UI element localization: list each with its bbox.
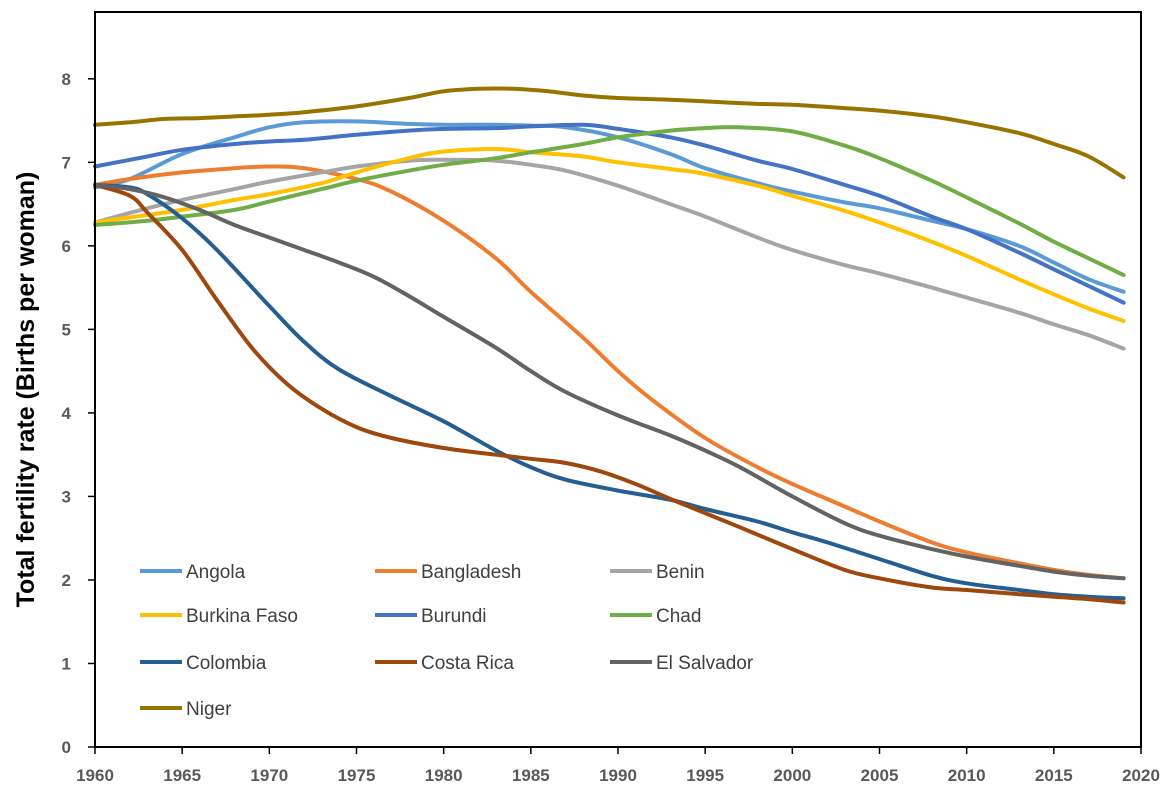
y-tick-label: 1 [62,654,71,673]
y-tick-label: 7 [62,153,71,172]
y-tick-label: 2 [62,571,71,590]
x-tick-label: 1980 [425,766,463,785]
x-tick-label: 1970 [250,766,288,785]
y-tick-label: 4 [62,404,72,423]
legend-label: Angola [186,562,246,583]
x-tick-label: 1985 [512,766,550,785]
plot-area-frame [94,11,1142,748]
legend-label: Chad [656,606,701,627]
x-tick-label: 1975 [338,766,376,785]
x-tick-label: 2010 [948,766,986,785]
series-line-burundi [93,122,1126,305]
x-tick-label: 2020 [1122,766,1160,785]
y-tick-label: 3 [62,487,71,506]
x-tick-label: 2015 [1035,766,1073,785]
y-tick-label: 5 [62,320,71,339]
y-axis-title: Total fertility rate (Births per woman) [12,172,40,608]
legend: Angola Bangladesh Benin Burkina Faso Burundi… [140,562,754,720]
legend-label: Bangladesh [421,562,521,583]
x-tick-label: 2000 [773,766,811,785]
legend-label: Benin [656,562,705,583]
x-tick-label: 1960 [76,766,114,785]
y-axis-ticks: 0 1 2 3 4 5 6 7 8 [62,70,95,757]
legend-label: Burundi [421,606,487,627]
y-tick-label: 8 [62,70,71,89]
series-line-colombia [93,182,1126,601]
series-line-burkina-faso [93,146,1126,323]
legend-label: El Salvador [656,653,754,674]
series-line-costa-rica [93,182,1126,605]
series-line-bangladesh [93,164,1126,581]
legend-label: Burkina Faso [186,606,298,627]
x-axis-ticks: 1960 1965 1970 1975 1980 1985 1990 1995 2000 2005… [76,747,1160,785]
series-line-el-salvador [93,182,1126,581]
x-tick-label: 1990 [599,766,637,785]
series-line-chad [93,125,1126,278]
legend-label: Costa Rica [421,653,514,674]
x-tick-label: 2005 [861,766,899,785]
y-tick-label: 6 [62,237,71,256]
legend-label: Colombia [186,653,267,674]
y-tick-label: 0 [62,738,71,757]
series-line-niger [93,86,1126,180]
legend-label: Niger [186,699,232,720]
x-tick-label: 1995 [686,766,724,785]
series-line-benin [93,157,1126,351]
x-tick-label: 1965 [163,766,201,785]
series-lines [93,86,1126,605]
